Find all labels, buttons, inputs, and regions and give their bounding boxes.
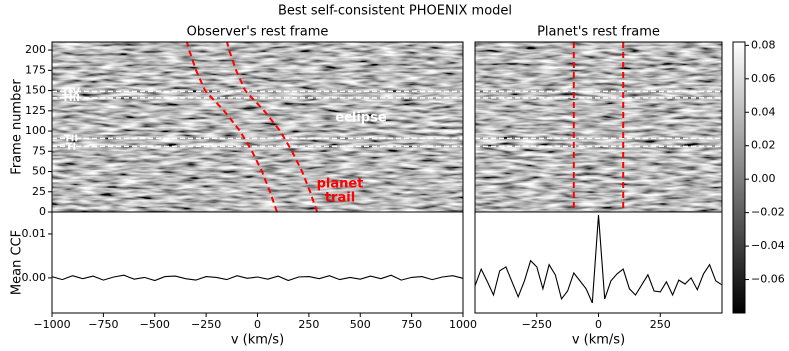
x-tick-label: −250	[522, 318, 552, 331]
y-tick-label: 0.01	[22, 227, 47, 240]
colorbar-tick-label: 0.02	[751, 139, 776, 152]
annotation: eclipse	[335, 111, 386, 126]
x-tick-label: −1000	[33, 318, 70, 331]
colorbar-tick-label: 0.00	[751, 172, 776, 185]
colorbar-tick-label: −0.06	[751, 273, 785, 286]
figure-title: Best self-consistent PHOENIX model	[278, 4, 512, 19]
transit-label: TI	[66, 141, 77, 152]
panel-title: Planet's rest frame	[537, 25, 660, 40]
annotation: planet	[317, 177, 364, 192]
y-axis-label: Frame number	[10, 79, 25, 175]
colorbar-tick-label: −0.02	[751, 206, 785, 219]
y-tick-label: 100	[25, 124, 46, 137]
colorbar-tick-label: 0.04	[751, 105, 776, 118]
x-tick-label: −750	[88, 318, 118, 331]
heatmap-image	[52, 42, 463, 212]
transit-label: TII	[64, 133, 78, 144]
colorbar-tick-label: 0.06	[751, 72, 776, 85]
x-tick-label: 750	[401, 318, 422, 331]
panel-frame	[474, 211, 723, 314]
x-tick-label: 0	[595, 318, 602, 331]
planet-trail	[226, 41, 319, 213]
colorbar	[732, 41, 746, 314]
y-tick-label: 0	[39, 205, 46, 218]
annotation: trail	[325, 191, 355, 206]
y-tick-label: 200	[25, 43, 46, 56]
y-tick-label: 0.00	[22, 271, 47, 284]
y-tick-label: 150	[25, 84, 46, 97]
y-tick-label: 25	[32, 185, 46, 198]
y-tick-label: 175	[25, 63, 46, 76]
y-tick-label: 125	[25, 104, 46, 117]
x-tick-label: −250	[191, 318, 221, 331]
colorbar-tick-label: −0.04	[751, 239, 785, 252]
transit-label: TIV	[62, 86, 81, 97]
x-axis-label: v (km/s)	[572, 333, 625, 348]
y-tick-label: 75	[32, 144, 46, 157]
x-tick-label: −500	[140, 318, 170, 331]
colorbar-tick-label: 0.08	[751, 38, 776, 51]
panel-title: Observer's rest frame	[187, 25, 329, 40]
x-tick-label: 1000	[449, 318, 477, 331]
x-tick-label: 500	[350, 318, 371, 331]
panel-frame	[51, 211, 464, 314]
planet-trail	[186, 41, 278, 213]
x-axis-label: v (km/s)	[231, 333, 284, 348]
ccf-line	[474, 215, 723, 304]
x-tick-label: 0	[254, 318, 261, 331]
ccf-line	[51, 274, 464, 282]
x-tick-label: 250	[298, 318, 319, 331]
y-axis-label: Mean CCF	[10, 230, 25, 295]
transit-label: TIII	[62, 93, 80, 104]
y-tick-label: 50	[32, 165, 46, 178]
x-tick-label: 250	[650, 318, 671, 331]
heatmap-image	[475, 42, 722, 212]
